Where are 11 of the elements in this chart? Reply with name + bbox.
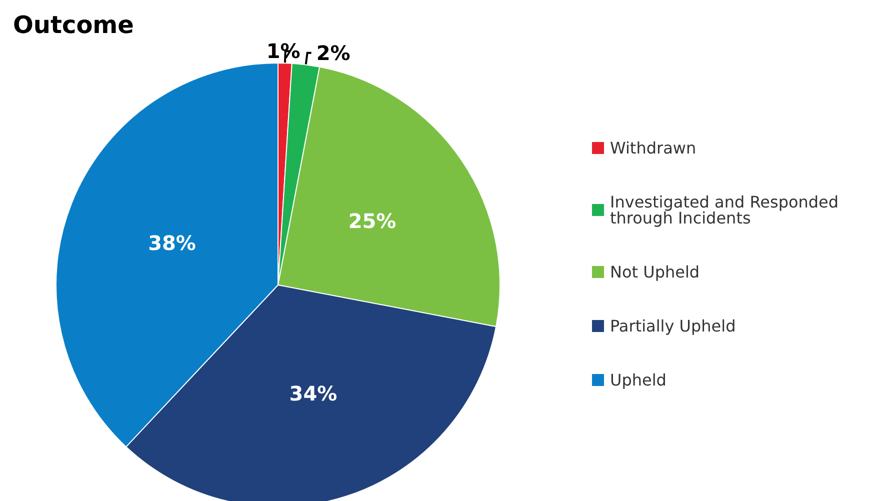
legend-label: Investigated and Responded through Incidents [610, 192, 844, 228]
data-label: 2% [316, 40, 350, 65]
legend-label: Partially Upheld [610, 316, 736, 336]
legend-label: Not Upheld [610, 262, 700, 282]
data-label: 25% [348, 208, 396, 233]
legend-label: Upheld [610, 370, 666, 390]
data-label: 38% [148, 231, 196, 256]
legend-label: Withdrawn [610, 138, 696, 158]
data-label: 34% [289, 381, 338, 406]
data-label: 1% [266, 39, 300, 64]
chart-title: Outcome [13, 11, 134, 39]
